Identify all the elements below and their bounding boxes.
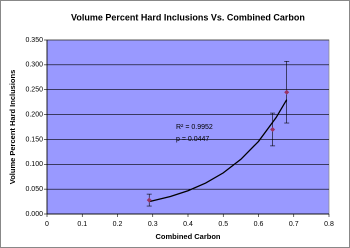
- y-tick-label: 0.250: [25, 87, 43, 94]
- y-axis-title: Volume Percent Hard Inclusions: [8, 70, 17, 184]
- x-tick-label: 0.1: [77, 221, 87, 228]
- y-tick-label: 0.150: [25, 136, 43, 143]
- y-tick-label: 0.300: [25, 62, 43, 69]
- x-tick-label: 0.8: [324, 221, 334, 228]
- plot-area: [46, 39, 330, 215]
- point: [146, 197, 152, 203]
- y-tick-label: 0.000: [25, 211, 43, 218]
- y-tick-label: 0.100: [25, 161, 43, 168]
- annotation: R² = 0.9952: [176, 124, 213, 131]
- x-tick-label: 0: [45, 221, 49, 228]
- y-tick-label: 0.350: [25, 37, 43, 44]
- x-axis-title: Combined Carbon: [156, 232, 221, 241]
- y-tick-label: 0.200: [25, 111, 43, 118]
- x-tick-label: 0.2: [113, 221, 123, 228]
- point: [284, 89, 290, 95]
- y-tick-label: 0.050: [25, 186, 43, 193]
- trendline: [149, 99, 288, 203]
- x-tick-label: 0.5: [218, 221, 228, 228]
- point: [270, 126, 276, 132]
- x-tick-label: 0.7: [289, 221, 299, 228]
- chart-title: Volume Percent Hard Inclusions Vs. Combi…: [71, 12, 305, 22]
- x-tick-label: 0.3: [148, 221, 158, 228]
- x-tick-label: 0.6: [254, 221, 264, 228]
- x-tick-label: 0.4: [183, 221, 193, 228]
